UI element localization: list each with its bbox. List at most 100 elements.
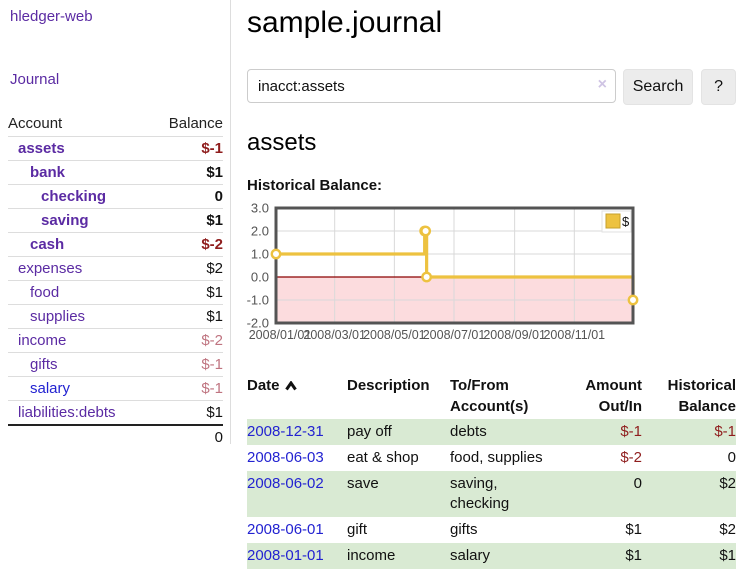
register-header-description: Description [347,373,450,419]
transaction-date-link[interactable]: 2008-06-01 [247,521,324,538]
data-point-marker [629,296,637,304]
y-axis-tick-label: 0.0 [251,270,269,285]
x-axis-tick-label: 2008/09/01 [483,328,546,342]
y-axis-tick-label: 3.0 [251,201,269,216]
account-link[interactable]: salary [8,380,70,397]
account-row: gifts $-1 [8,353,223,377]
transaction-date-link[interactable]: 2008-12-31 [247,423,324,440]
y-axis-tick-label: 1.0 [251,247,269,262]
account-row: bank $1 [8,161,223,185]
transaction-amount: $-2 [561,445,642,471]
register-row: 2008-01-01 income salary $1 $1 [247,543,736,569]
transaction-amount: $1 [561,543,642,569]
app-brand-link[interactable]: hledger-web [10,8,230,25]
account-balance: $1 [206,212,223,229]
accounts-table-header: Account Balance [8,112,223,137]
data-point-marker [422,273,430,281]
account-link[interactable]: gifts [8,356,58,373]
account-link[interactable]: food [8,284,59,301]
account-link[interactable]: assets [8,140,65,157]
account-title: assets [247,129,736,157]
account-balance: $-2 [201,236,223,253]
account-balance: $-2 [201,332,223,349]
accounts-header-account: Account [8,112,158,137]
transaction-description: pay off [347,419,450,445]
accounts-header-balance: Balance [158,112,223,137]
register-header-account: To/From Account(s) [450,373,561,419]
transaction-amount: 0 [561,471,642,517]
sidebar-item-journal[interactable]: Journal [10,71,230,88]
account-row: supplies $1 [8,305,223,329]
account-balance: $-1 [201,380,223,397]
account-link[interactable]: income [8,332,66,349]
transaction-description: gift [347,517,450,543]
register-table: Date Description To/From Account(s) Amou… [247,373,736,569]
transaction-accounts: saving, checking [450,474,522,514]
transaction-balance: $1 [642,543,736,569]
account-row: income $-2 [8,329,223,353]
chart-title: Historical Balance: [247,177,736,194]
transaction-balance: $-1 [642,419,736,445]
search-form: × Search ? [247,69,736,105]
data-point-marker [272,250,280,258]
page-title: sample.journal [247,6,736,40]
search-button[interactable]: Search [623,69,693,105]
transaction-balance: 0 [642,445,736,471]
account-link[interactable]: saving [8,212,89,229]
account-link[interactable]: expenses [8,260,82,277]
account-balance: $1 [206,404,223,421]
transaction-accounts: gifts [450,521,478,538]
account-link[interactable]: cash [8,236,64,253]
register-row: 2008-06-03 eat & shop food, supplies $-2… [247,445,736,471]
register-row: 2008-06-01 gift gifts $1 $2 [247,517,736,543]
account-balance: $1 [206,308,223,325]
transaction-description: save [347,471,450,517]
register-header-date[interactable]: Date [247,373,347,419]
register-header-amount: Amount Out/In [561,373,642,419]
register-row: 2008-06-02 save saving, checking 0 $2 [247,471,736,517]
account-row: saving $1 [8,209,223,233]
x-axis-tick-label: 2008/03/01 [303,328,366,342]
account-balance: $2 [206,260,223,277]
legend-label: $ [622,214,630,229]
account-row: salary $-1 [8,377,223,401]
sort-ascending-icon [285,381,297,391]
sidebar: hledger-web Journal Account Balance asse… [0,0,231,444]
legend-swatch [606,214,620,228]
account-link[interactable]: liabilities:debts [8,404,116,421]
account-balance: $1 [206,164,223,181]
y-axis-tick-label: 2.0 [251,224,269,239]
transaction-amount: $1 [561,517,642,543]
accounts-total-balance: 0 [158,425,223,449]
transaction-amount: $-1 [561,419,642,445]
account-balance: $-1 [201,356,223,373]
register-row: 2008-12-31 pay off debts $-1 $-1 [247,419,736,445]
account-link[interactable]: supplies [8,308,85,325]
main-content: sample.journal × Search ? assets Histori… [247,0,736,569]
account-row: liabilities:debts $1 [8,401,223,426]
register-header-row: Date Description To/From Account(s) Amou… [247,373,736,419]
transaction-balance: $2 [642,471,736,517]
transaction-date-link[interactable]: 2008-06-02 [247,475,324,492]
help-button[interactable]: ? [701,69,736,105]
account-row: food $1 [8,281,223,305]
transaction-description: income [347,543,450,569]
y-axis-tick-label: -1.0 [247,293,269,308]
account-balance: $-1 [201,140,223,157]
x-axis-tick-label: 2008/11/01 [543,328,605,342]
accounts-table: Account Balance assets $-1 bank $1 check… [8,112,223,449]
search-input[interactable] [247,69,616,103]
transaction-accounts: food, supplies [450,449,543,466]
account-link[interactable]: bank [8,164,65,181]
account-balance: $1 [206,284,223,301]
account-balance: 0 [215,188,223,205]
data-point-marker [421,227,429,235]
transaction-date-link[interactable]: 2008-01-01 [247,547,324,564]
account-link[interactable]: checking [8,188,106,205]
register-header-balance: Historical Balance [642,373,736,419]
accounts-total-row: 0 [8,425,223,449]
account-row: cash $-2 [8,233,223,257]
transaction-date-link[interactable]: 2008-06-03 [247,449,324,466]
clear-search-icon[interactable]: × [598,77,607,93]
account-row: expenses $2 [8,257,223,281]
